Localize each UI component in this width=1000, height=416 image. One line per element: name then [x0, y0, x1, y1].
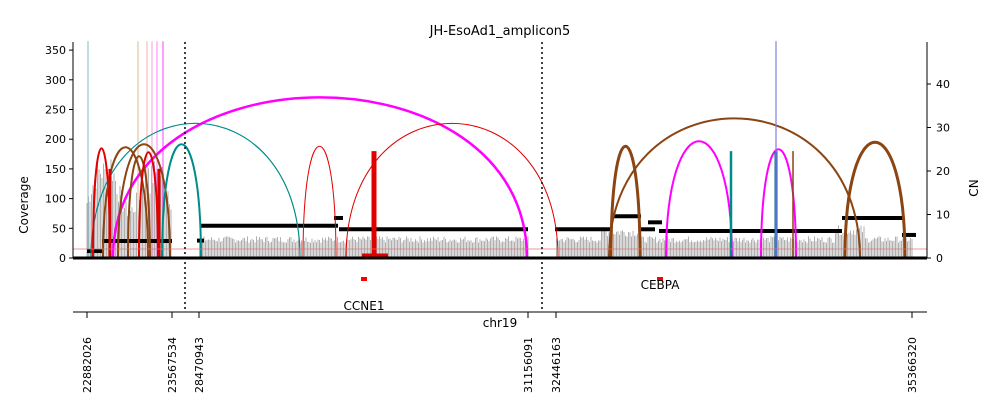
x-tick: 28470943	[193, 312, 206, 393]
left-tick: 150	[45, 163, 73, 176]
right-axis-label: CN	[967, 179, 981, 196]
x-axis-label: chr19	[483, 316, 517, 330]
x-tick-label: 35366320	[906, 337, 919, 393]
breakpoint-arc	[117, 143, 171, 259]
gene-layer: CCNE1 CEBPA	[344, 277, 681, 313]
breakpoint-arc	[609, 145, 642, 259]
x-tick-label: 22882026	[81, 337, 94, 393]
left-tick: 200	[45, 133, 73, 146]
right-axis-ticks: 0 10 20 30 40	[927, 78, 950, 265]
x-tick: 22882026	[81, 312, 94, 393]
right-tick-label: 40	[936, 78, 950, 91]
left-tick-label: 300	[45, 74, 66, 87]
left-tick-label: 250	[45, 104, 66, 117]
segment-separators	[184, 42, 543, 312]
right-tick-label: 20	[936, 165, 950, 178]
breakpoint-arc	[608, 117, 861, 259]
left-tick-label: 150	[45, 163, 66, 176]
left-tick-label: 200	[45, 133, 66, 146]
left-tick: 50	[52, 222, 73, 235]
left-tick: 0	[59, 252, 73, 265]
left-tick: 300	[45, 74, 73, 87]
breakpoint-arc	[345, 122, 559, 259]
breakpoint-arc	[127, 155, 151, 259]
x-tick: 31156091	[522, 312, 535, 393]
breakpoint-arc	[760, 148, 797, 259]
breakpoint-arcs-layer	[90, 41, 907, 259]
right-tick-label: 30	[936, 122, 950, 135]
chart-title: JH-EsoAd1_amplicon5	[429, 24, 571, 39]
breakpoint-arc	[302, 146, 337, 259]
x-tick: 32446163	[550, 312, 563, 393]
left-tick-label: 50	[52, 222, 66, 235]
left-tick-label: 100	[45, 193, 66, 206]
gene-marker	[361, 277, 367, 281]
breakpoint-arc	[90, 122, 301, 259]
right-tick: 30	[927, 122, 950, 135]
left-tick: 100	[45, 193, 73, 206]
right-tick: 40	[927, 78, 950, 91]
breakpoint-arc	[102, 146, 149, 259]
breakpoint-arc	[843, 140, 907, 259]
x-tick-label: 31156091	[522, 337, 535, 393]
x-tick: 23567534	[166, 312, 179, 393]
left-tick: 350	[45, 44, 73, 57]
right-tick: 10	[927, 209, 950, 222]
x-axis-ticks: 22882026 23567534 28470943 31156091 32446163…	[81, 312, 919, 393]
x-tick-label: 28470943	[193, 337, 206, 393]
left-tick: 250	[45, 104, 73, 117]
left-tick-label: 350	[45, 44, 66, 57]
breakpoint-arc	[665, 140, 733, 259]
right-tick-label: 0	[936, 252, 943, 265]
x-tick-label: 23567534	[166, 337, 179, 393]
x-tick: 35366320	[906, 312, 919, 393]
gene-label: CEBPA	[641, 278, 681, 292]
left-axis-ticks: 0 50 100 150 200 250 300 350	[45, 44, 73, 265]
right-tick: 20	[927, 165, 950, 178]
right-tick: 0	[927, 252, 943, 265]
gene-marker	[657, 277, 663, 281]
breakpoint-arc	[138, 151, 159, 259]
x-tick-label: 32446163	[550, 337, 563, 393]
right-tick-label: 10	[936, 209, 950, 222]
breakpoint-arc	[161, 143, 202, 259]
gene-label: CCNE1	[344, 299, 385, 313]
left-tick-label: 0	[59, 252, 66, 265]
left-axis-label: Coverage	[17, 176, 31, 234]
breakpoint-arc	[111, 96, 529, 259]
